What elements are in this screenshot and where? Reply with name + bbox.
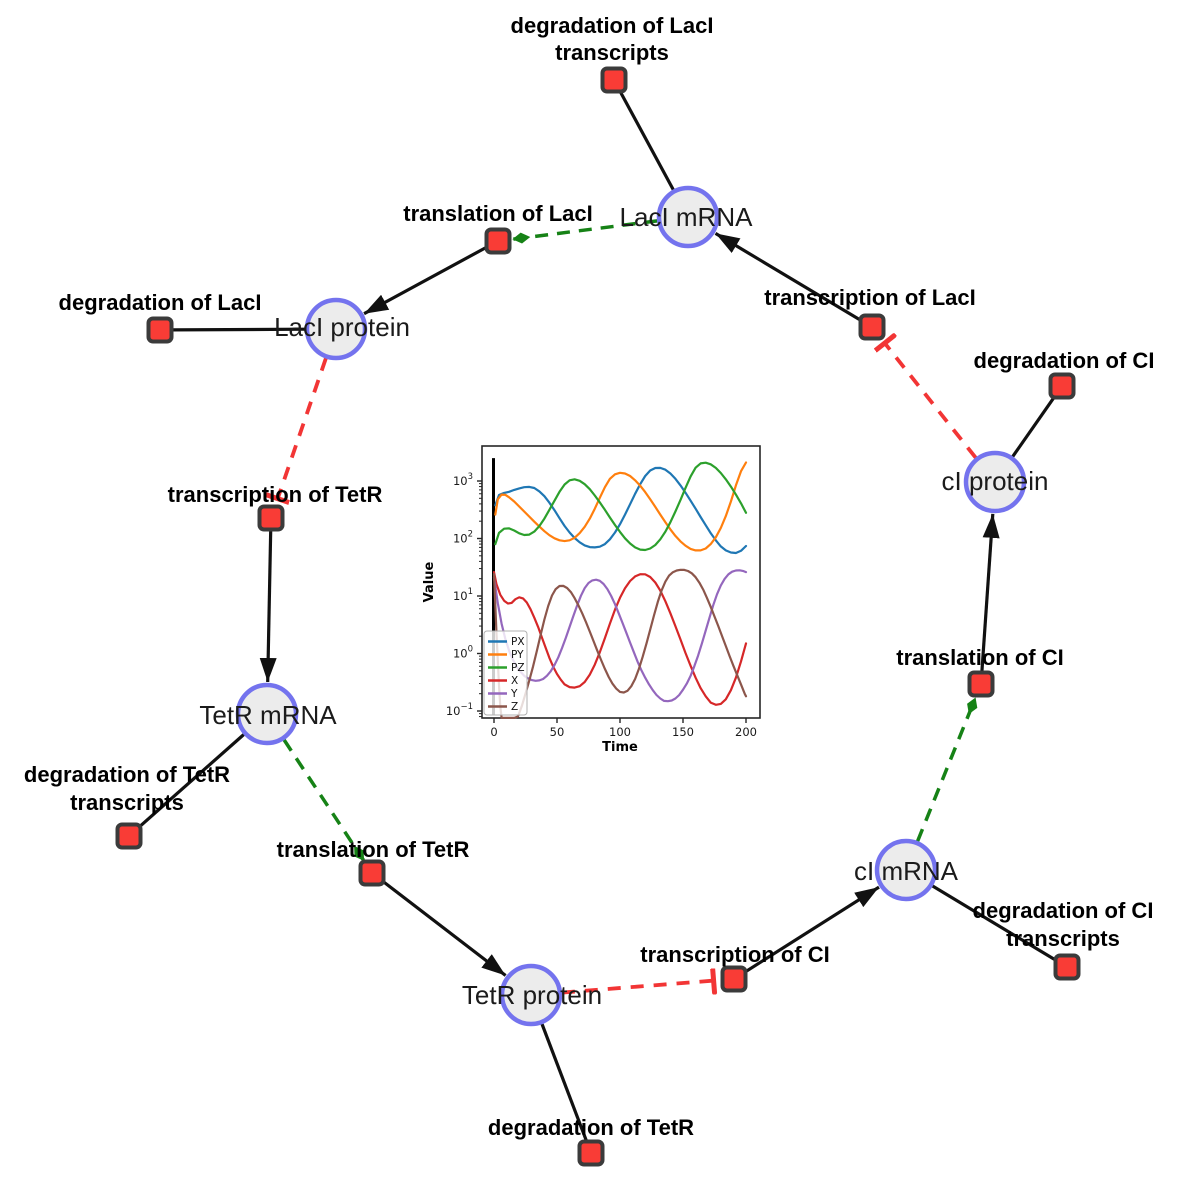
series-X <box>492 571 748 706</box>
reaction-label-deg_lacI_tx: degradation of LacI <box>511 13 714 38</box>
edge-inhibition-cI_protein-transc_lacI <box>885 343 978 459</box>
edge-reactant-lacI_mRNA-deg_lacI_tx <box>618 90 675 191</box>
edge-reactant-tetR_protein-deg_tetR <box>540 1023 589 1142</box>
reaction-node-transl_tetR[interactable] <box>358 859 386 887</box>
reaction-node-deg_lacI_tx[interactable] <box>600 66 628 94</box>
reaction-label-transc_lacI: transcription of LacI <box>764 285 975 310</box>
species-label-lacI_mRNA: LacI mRNA <box>620 202 754 232</box>
edge-inhibition-tetR_protein-transc_cI <box>561 981 714 993</box>
species-label-lacI_protein: LacI protein <box>274 312 410 342</box>
y-axis-label: Value <box>422 561 437 602</box>
reaction-label-transc_tetR: transcription of TetR <box>168 482 383 507</box>
edge-inhibition-lacI_protein-transc_tetR <box>278 357 328 498</box>
reaction-label-transl_cI: translation of CI <box>896 645 1063 670</box>
species-node-cI_protein[interactable] <box>963 450 1027 514</box>
reaction-label-transl_tetR: translation of TetR <box>277 837 470 862</box>
legend-label-X: X <box>511 675 518 687</box>
x-tick-label: 0 <box>490 725 497 739</box>
series-PY <box>494 461 748 552</box>
reaction-node-transl_lacI[interactable] <box>484 227 512 255</box>
legend-label-PZ: PZ <box>511 662 525 674</box>
reaction-node-deg_lacI[interactable] <box>146 316 174 344</box>
reaction-label-transc_cI: transcription of CI <box>640 942 829 967</box>
edge-reactant-cI_protein-deg_cI <box>1011 395 1057 458</box>
reaction-node-deg_tetR[interactable] <box>577 1139 605 1167</box>
reaction-label-deg_cI_tx: transcripts <box>1006 926 1120 951</box>
x-tick-label: 50 <box>550 725 565 739</box>
edge-product-transc_lacI-lacI_mRNA <box>714 232 863 322</box>
reaction-nodes-layer: degradation of LacItranscriptstranslatio… <box>24 13 1155 1167</box>
edge-product-transl_tetR-tetR_protein <box>380 879 507 977</box>
y-tick-label: 102 <box>453 530 473 546</box>
edge-product-transl_cI-cI_protein <box>980 513 1000 672</box>
edge-product-transl_lacI-lacI_protein <box>363 245 488 316</box>
reaction-label-deg_tetR_tx: degradation of TetR <box>24 762 230 787</box>
reaction-node-transc_tetR[interactable] <box>257 504 285 532</box>
y-tick-label: 100 <box>453 645 473 661</box>
legend-label-Y: Y <box>510 688 518 700</box>
species-label-cI_mRNA: cI mRNA <box>854 856 959 886</box>
reaction-label-deg_tetR_tx: transcripts <box>70 790 184 815</box>
edge-reactant-cI_mRNA-deg_cI_tx <box>931 884 1058 962</box>
species-nodes-layer: LacI mRNA LacI protein TetR mRNA TetR prote… <box>199 185 1049 1027</box>
edge-reactant-tetR_mRNA-deg_tetR_tx <box>137 733 245 829</box>
reaction-node-transc_lacI[interactable] <box>858 313 886 341</box>
reaction-node-transl_cI[interactable] <box>967 670 995 698</box>
species-label-cI_protein: cI protein <box>942 466 1049 496</box>
reaction-node-transc_cI[interactable] <box>720 965 748 993</box>
reaction-node-deg_cI[interactable] <box>1048 372 1076 400</box>
edge-reactant-lacI_protein-deg_lacI <box>172 327 306 332</box>
edge-modifier-tetR_mRNA-transl_tetR <box>282 738 365 862</box>
species-label-tetR_protein: TetR protein <box>462 980 602 1010</box>
reaction-node-deg_cI_tx[interactable] <box>1053 953 1081 981</box>
species-node-cI_mRNA[interactable] <box>874 838 938 902</box>
x-tick-label: 150 <box>672 725 694 739</box>
edge-modifier-lacI_mRNA-transl_lacI <box>512 219 658 244</box>
chart-axes-box <box>481 445 761 719</box>
series-PX <box>494 466 748 555</box>
edges-layer <box>137 90 1058 1142</box>
reaction-node-deg_tetR_tx[interactable] <box>115 822 143 850</box>
x-tick-label: 200 <box>735 725 757 739</box>
legend-label-Z: Z <box>511 701 518 713</box>
x-axis-label: Time <box>602 740 638 755</box>
legend-label-PX: PX <box>511 636 525 648</box>
y-tick-label: 10−1 <box>446 702 473 718</box>
inset-chart: 0 50 100 150 20010310210110010−1TimeValuePXP… <box>422 432 790 776</box>
legend-label-PY: PY <box>511 649 524 661</box>
reaction-label-deg_cI: degradation of CI <box>974 348 1155 373</box>
edge-product-transc_cI-cI_mRNA <box>743 885 880 974</box>
reaction-label-deg_tetR: degradation of TetR <box>488 1115 694 1140</box>
reaction-label-deg_cI_tx: degradation of CI <box>973 898 1154 923</box>
series-Y <box>492 569 748 703</box>
species-label-tetR_mRNA: TetR mRNA <box>199 700 337 730</box>
species-node-lacI_protein[interactable] <box>304 297 368 361</box>
reaction-label-transl_lacI: translation of LacI <box>403 201 592 226</box>
x-tick-label: 100 <box>609 725 631 739</box>
species-node-tetR_mRNA[interactable] <box>235 682 299 746</box>
edge-product-transc_tetR-tetR_mRNA <box>259 530 277 683</box>
reaction-label-deg_lacI: degradation of LacI <box>59 290 262 315</box>
series-PZ <box>494 461 748 552</box>
y-tick-label: 101 <box>453 587 473 603</box>
species-node-tetR_protein[interactable] <box>499 963 563 1027</box>
reaction-label-deg_lacI_tx: transcripts <box>555 40 669 65</box>
edge-modifier-cI_mRNA-transl_cI <box>915 697 978 842</box>
y-tick-label: 103 <box>453 472 473 488</box>
species-node-lacI_mRNA[interactable] <box>656 185 720 249</box>
